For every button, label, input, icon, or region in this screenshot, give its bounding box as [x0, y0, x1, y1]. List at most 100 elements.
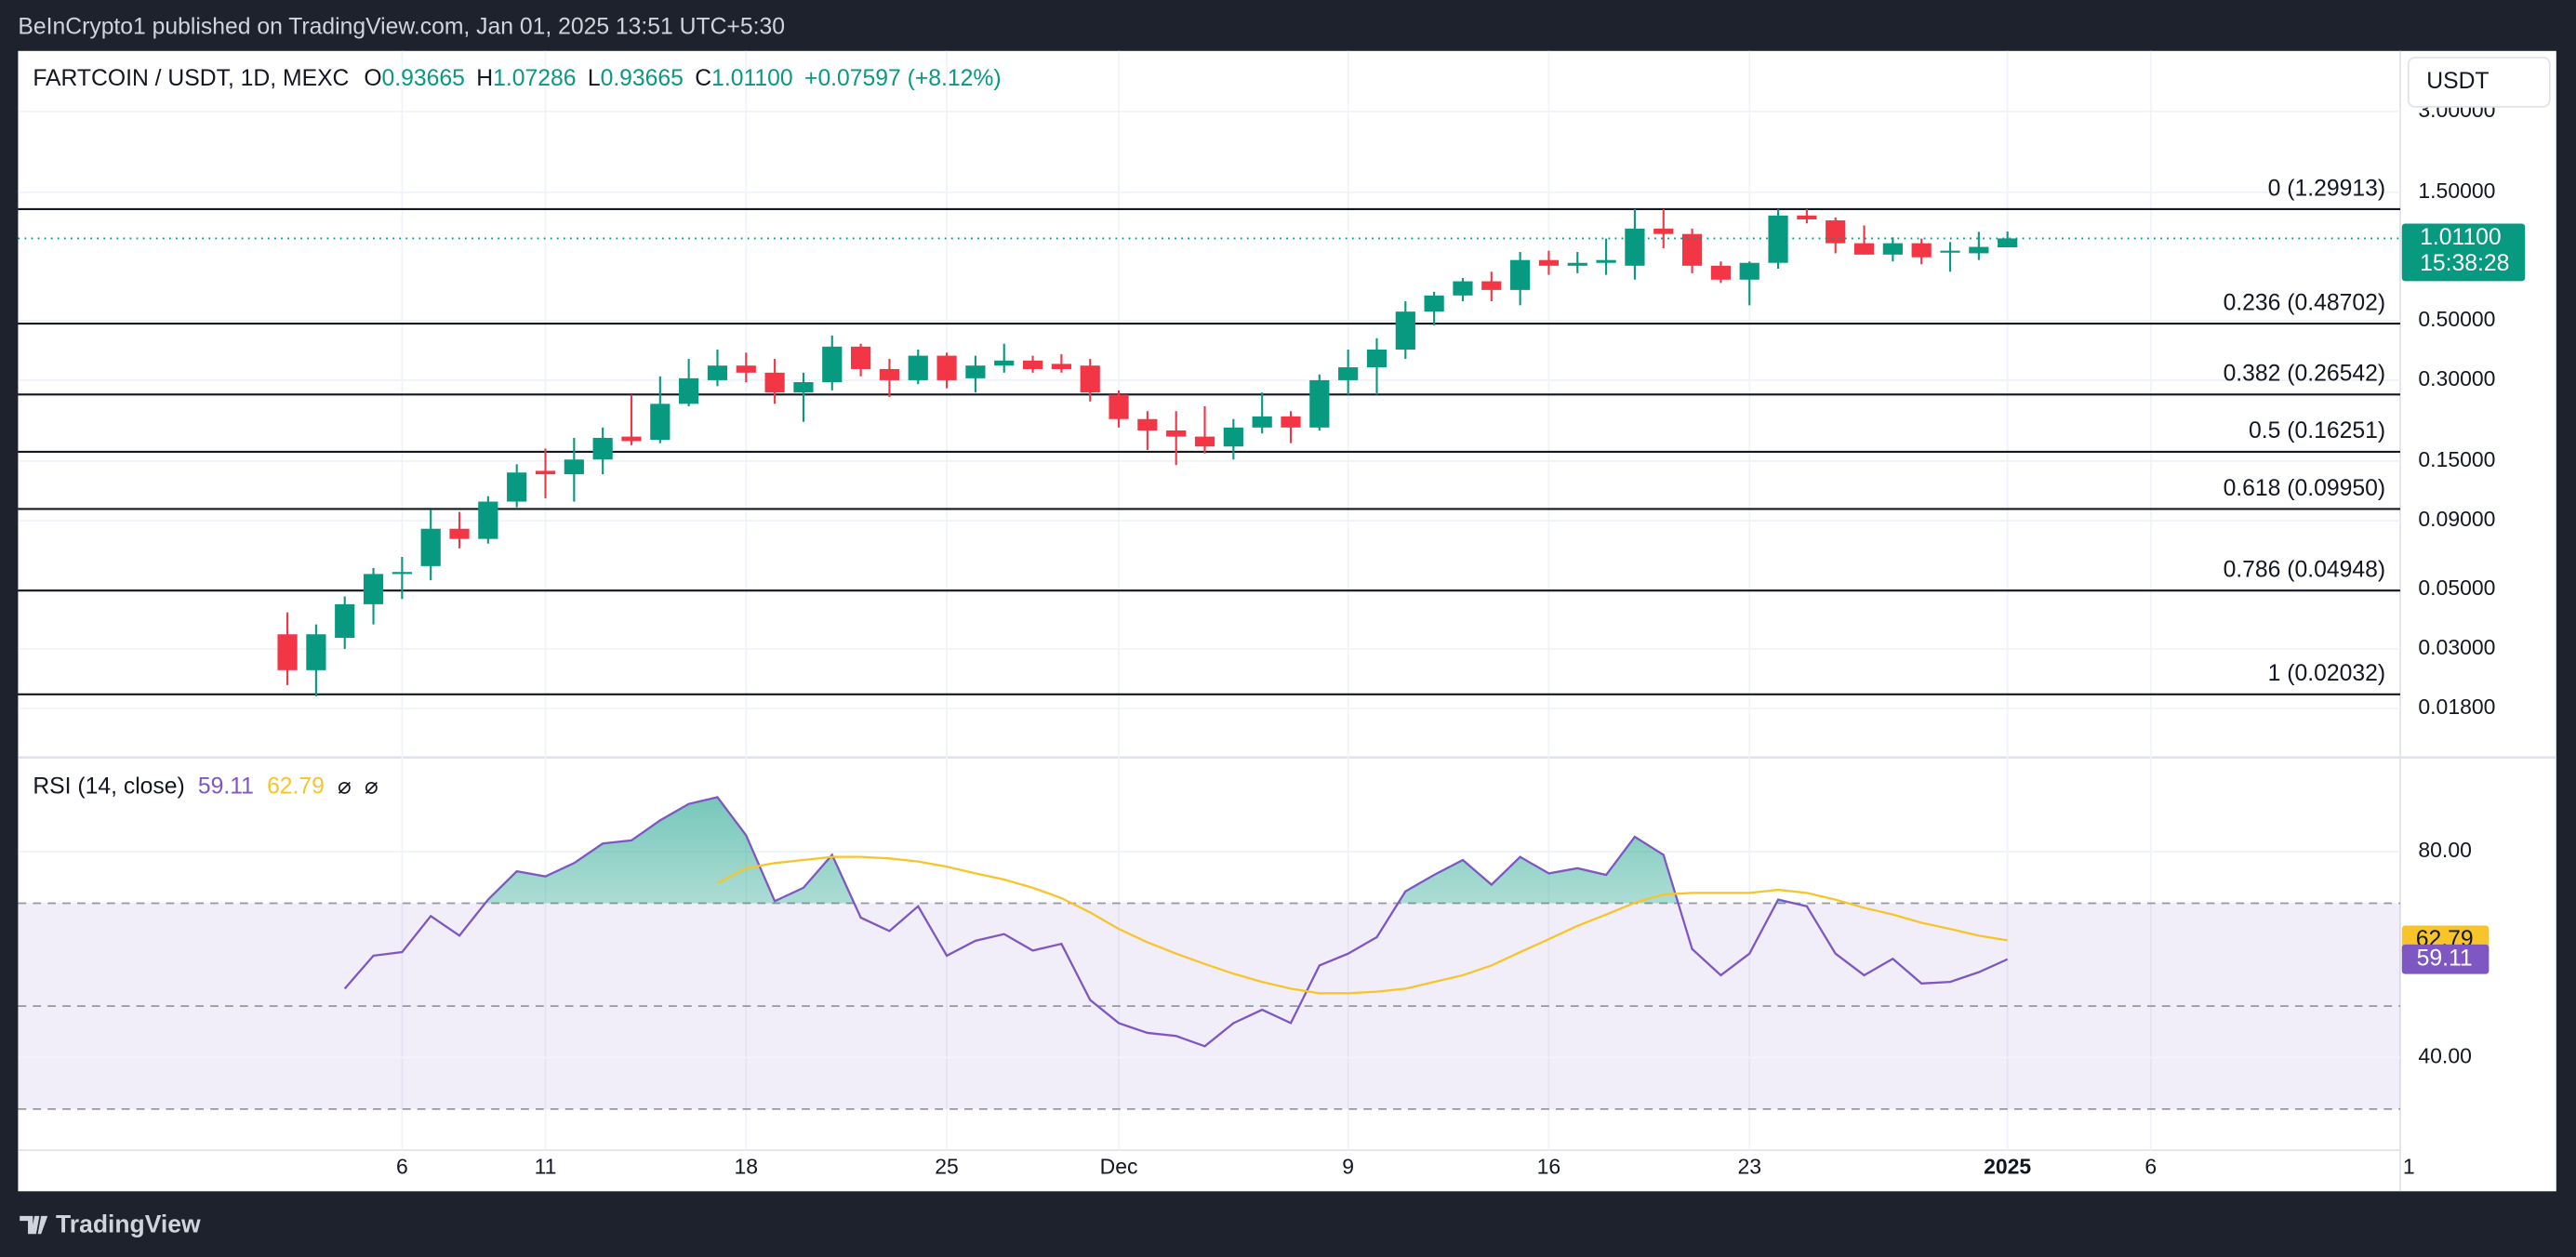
fib-label: 0.5 (0.16251): [2249, 418, 2385, 443]
candle-body: [1882, 243, 1903, 255]
x-tick-label: 9: [1342, 1155, 1354, 1179]
candle-body: [535, 470, 556, 475]
candle-body: [1911, 243, 1932, 258]
candle-body: [1510, 259, 1531, 290]
footer-brand: TradingView: [56, 1210, 201, 1237]
countdown-label: 15:38:28: [2420, 251, 2509, 276]
candle-body: [965, 365, 986, 378]
overbought-fill: [344, 797, 2008, 904]
fib-label: 0.618 (0.09950): [2224, 476, 2386, 501]
logo-icon: [20, 1215, 48, 1235]
symbol: FARTCOIN / USDT, 1D, MEXC: [33, 65, 349, 90]
fib-label: 0.786 (0.04948): [2224, 557, 2386, 582]
ohlc-value: 0.93665: [601, 65, 684, 90]
rsi-legend-value: 62.79: [267, 774, 325, 799]
ohlc-value: 0.93665: [382, 65, 465, 90]
candle-body: [1080, 365, 1100, 393]
y-tick-label: 0.30000: [2418, 366, 2495, 390]
candle-body: [879, 368, 900, 380]
candle-body: [1309, 379, 1330, 428]
candle-body: [1022, 360, 1043, 369]
candle-body: [1366, 349, 1388, 368]
y-tick-label: 0.03000: [2418, 635, 2495, 659]
candle-body: [507, 472, 527, 502]
candle-body: [1481, 281, 1502, 290]
y-tick-label: 0.15000: [2418, 447, 2495, 471]
x-tick-label: 18: [735, 1155, 759, 1179]
candle-body: [1166, 430, 1187, 437]
candle-body: [335, 603, 355, 638]
last-price-box: [2401, 223, 2526, 282]
candle-body: [1710, 265, 1732, 280]
y-tick-label: 40.00: [2418, 1044, 2471, 1068]
candle-body: [679, 377, 699, 404]
candle-body: [1567, 262, 1587, 266]
fib-label: 1 (0.02032): [2268, 661, 2385, 686]
candle-body: [650, 404, 671, 441]
candle-body: [1538, 259, 1560, 266]
candle-body: [592, 437, 613, 460]
candle-body: [1940, 250, 1960, 253]
ohlc-key: C: [695, 65, 711, 90]
fib-label: 0.382 (0.26542): [2224, 362, 2386, 387]
ohlc-key: O: [364, 65, 381, 90]
rsi-value-box: [2401, 944, 2490, 974]
candle-body: [392, 572, 412, 575]
candle-body: [851, 346, 871, 369]
candle-body: [478, 501, 498, 539]
x-tick-label: Dec: [1100, 1155, 1138, 1179]
rsi-flag: ⌀: [365, 774, 378, 799]
candle-body: [1281, 416, 1301, 428]
candle-body: [1826, 220, 1846, 244]
rsi-line: [343, 796, 2009, 1048]
candle-body: [1109, 394, 1129, 419]
fib-label: 0 (1.29913): [2268, 176, 2385, 201]
candle-body: [449, 528, 470, 539]
candle-body: [306, 634, 326, 670]
candle-body: [736, 365, 756, 373]
ohlc-key: L: [588, 65, 601, 90]
rsi-flag: ⌀: [338, 774, 352, 799]
y-tick-label: 0.05000: [2418, 576, 2495, 600]
candle-body: [1853, 243, 1875, 255]
candle-body: [1998, 238, 2018, 248]
candle-body: [994, 360, 1015, 366]
candle-body: [936, 355, 957, 380]
candle-body: [1453, 281, 1473, 296]
rsi-legend-value: 59.11: [198, 774, 254, 799]
x-tick-label: 6: [2144, 1155, 2157, 1179]
ohlc-key: H: [476, 65, 493, 90]
x-tick-label: 11: [535, 1155, 557, 1179]
candle-body: [1681, 233, 1703, 266]
y-tick-label: 80.00: [2418, 838, 2471, 862]
ohlc-value: 1.01100: [711, 65, 793, 90]
candle-body: [277, 634, 298, 670]
rsi-line: [716, 855, 2008, 995]
change: +0.07597 (+8.12%): [804, 65, 1002, 90]
candle-body: [822, 346, 843, 383]
published-note: BeInCrypto1 published on TradingView.com…: [18, 15, 785, 40]
candle-body: [1194, 436, 1215, 447]
y-tick-label: 0.09000: [2418, 507, 2495, 531]
candle-body: [1596, 259, 1616, 263]
candle-body: [363, 574, 384, 604]
candle-body: [1338, 367, 1359, 380]
candle-body: [1137, 418, 1158, 431]
candle-body: [764, 372, 785, 393]
candle-body: [1223, 427, 1243, 447]
candle-body: [1051, 364, 1071, 369]
y-tick-label: 0.01800: [2418, 695, 2495, 719]
x-tick-label: 2025: [1984, 1155, 2031, 1179]
candle-body: [908, 355, 928, 380]
candle-body: [1969, 246, 1989, 254]
ohlc-value: 1.07286: [493, 65, 576, 90]
candle-body: [707, 365, 728, 380]
candle-body: [1395, 311, 1415, 350]
x-tick-label: 1: [2403, 1155, 2415, 1179]
candle-body: [621, 436, 642, 442]
x-tick-label: 6: [396, 1155, 408, 1179]
candle-body: [1739, 262, 1759, 280]
candle-body: [564, 459, 584, 475]
footer-logo: TradingView: [20, 1210, 201, 1237]
